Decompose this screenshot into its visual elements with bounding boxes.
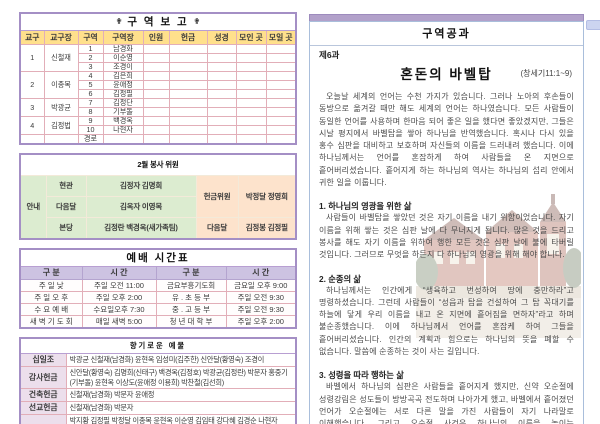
section-body: 사람들이 바벨탑을 쌓았던 것은 자기 이름을 내기 위함이었습니다. 자기 이… bbox=[319, 213, 574, 260]
report-row: 3 박광균 7 김정단 bbox=[19, 98, 297, 117]
offering-label: 헌금위원 bbox=[195, 175, 239, 218]
lesson-page: 구역공과 제6과 bbox=[309, 14, 584, 424]
district-report-table: ✟ 구 역 보 고 ✟ 교구 교구장 구역 구역장 인원 헌금 성경 모인 곳 모일 곳 1 신철… bbox=[19, 12, 298, 145]
report-row: 8 기부돌 bbox=[20, 107, 297, 117]
offerings-row: 건축헌금 신철재(남경화) 박문자 윤애정 bbox=[19, 388, 297, 403]
lesson-header-bar bbox=[309, 14, 584, 21]
lesson-scripture: (창세기11:1~9) bbox=[520, 69, 572, 78]
service-row: 다음달 김옥자 이영목 bbox=[20, 196, 296, 218]
lesson-title: 혼돈의 바벨탑 bbox=[400, 67, 493, 82]
section-body: 하나님께서는 인간에게 “생육하고 번성하여 땅에 충만하라”고 명령하셨습니다… bbox=[319, 285, 574, 357]
worship-row: 주 일 오 후 주일 오후 2:00 유 . 초 등 부 주일 오전 9:30 bbox=[19, 291, 297, 304]
lesson-intro: 오늘날 세계의 언어는 수천 가지가 있습니다. 그러나 노아의 후손들이 동방… bbox=[319, 92, 574, 188]
offerings-row: 감사헌금 신안달(황영숙) 김명희(신태구) 백경옥(김정호) 박광균(김정란) … bbox=[19, 365, 297, 390]
report-row: 4 김정법 9 백경옥 bbox=[19, 116, 297, 135]
report-row-senior: 경로 bbox=[19, 134, 297, 145]
report-row: 3 조경이 bbox=[20, 62, 297, 72]
offerings-title: 향기로운 예물 bbox=[19, 337, 297, 354]
report-row: 10 나현자 bbox=[20, 125, 297, 135]
worship-row: 주 일 낮 주일 오전 11:00 금요부흥기도회 금요일 오후 9:00 bbox=[19, 279, 297, 292]
report-row: 2 이종목 4 김은희 bbox=[19, 71, 297, 99]
church-photo bbox=[416, 194, 581, 338]
cross-icon: ✟ bbox=[193, 17, 201, 26]
service-row: 본당 김정란 백경옥(새가족팀) 다음달 김정봉 김정필 bbox=[20, 217, 297, 240]
offerings-row: 신년감사박지황 김정필 박정달 이종목 윤현옥 이순영 김임태 강다혜 김경순 … bbox=[19, 413, 297, 424]
lesson-body: 제6과 혼돈의 바벨탑 (창세기11:1~9) 오늘날 세계의 언어는 수천 가… bbox=[310, 46, 583, 424]
cross-icon: ✟ bbox=[115, 17, 123, 26]
report-row: 5 윤애정 bbox=[20, 80, 297, 90]
service-row: 안내 현관 김정자 김명희 헌금위원 박정달 정영희 bbox=[19, 175, 297, 240]
left-page: ✟ 구 역 보 고 ✟ 교구 교구장 구역 구역장 인원 헌금 성경 모인 곳 모일 곳 1 신철… bbox=[19, 12, 298, 424]
report-title: ✟ 구 역 보 고 ✟ bbox=[19, 12, 297, 31]
lesson-number: 제6과 bbox=[319, 50, 340, 60]
worship-row: 새 벽 기 도 회 매일 새벽 5:00 청 년 대 학 부 주일 오후 2:00 bbox=[19, 315, 297, 329]
service-committee-table: 2월 봉사 위원 안내 현관 김정자 김명희 헌금위원 박정달 정영희 다음달 … bbox=[19, 153, 298, 240]
corner-decoration bbox=[586, 20, 600, 30]
lesson-box: 구역공과 제6과 bbox=[309, 21, 584, 424]
report-header-row: 교구 교구장 구역 구역장 인원 헌금 성경 모인 곳 모일 곳 bbox=[19, 30, 297, 45]
report-row: 2 이순영 bbox=[20, 53, 297, 63]
section-heading: 3. 성령을 따라 행하는 삶 bbox=[319, 370, 404, 381]
offerings-row: 선교헌금 신철재(남경화) 박문자 bbox=[19, 401, 297, 415]
report-row: 1 신철재 1 남경화 bbox=[19, 44, 297, 72]
lesson-header: 구역공과 bbox=[310, 22, 583, 46]
worship-title: 예배 시간표 bbox=[19, 248, 297, 267]
section-heading: 2. 순종의 삶 bbox=[319, 273, 362, 284]
offerings-row: 십일조 박광균 신철재(남경화) 윤현옥 임성미(김주한) 신안달(황영숙) 조경… bbox=[19, 353, 297, 367]
section-heading: 1. 하나님의 영광을 위한 삶 bbox=[319, 201, 412, 212]
service-title: 2월 봉사 위원 bbox=[19, 153, 297, 176]
lesson-title-line: 혼돈의 바벨탑 (창세기11:1~9) bbox=[319, 63, 574, 82]
guide-label: 안내 bbox=[19, 175, 47, 240]
section-body: 바벨에서 하나님의 심판은 사람들을 흩어지게 했지만, 신약 오순절에 성령강… bbox=[319, 382, 574, 424]
offerings-table: 향기로운 예물 십일조 박광균 신철재(남경화) 윤현옥 임성미(김주한) 신안달… bbox=[19, 337, 297, 424]
worship-row: 수 요 예 배 수요일오후 7:30 중 . 고 등 부 주일 오전 9:30 bbox=[19, 303, 297, 316]
